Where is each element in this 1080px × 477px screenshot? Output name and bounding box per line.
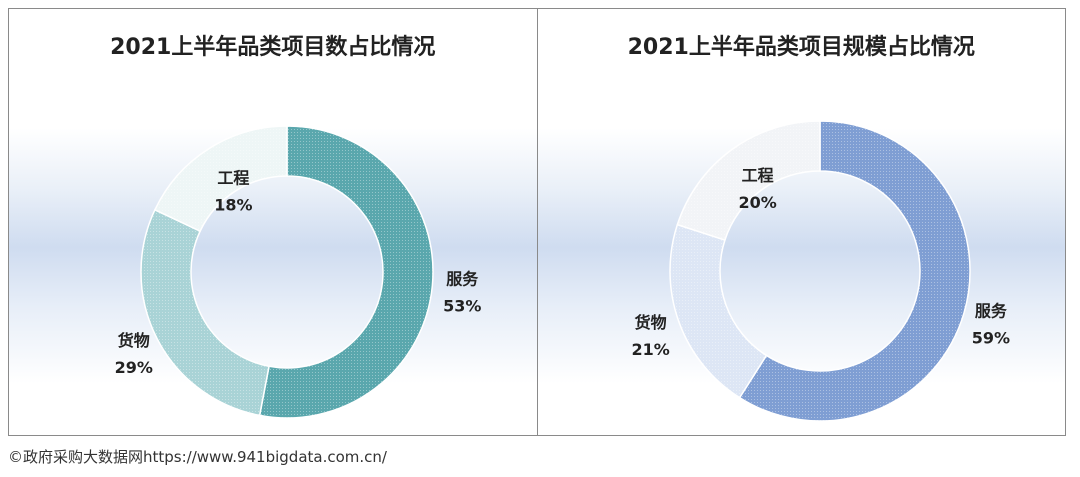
donut-chart-project-count: 服务 53% 货物 29% 工程 18% xyxy=(115,125,481,419)
slice-value-label: 53% xyxy=(443,297,481,316)
chart-panel-project-count: 2021上半年品类项目数占比情况 服务 53% 货物 29% 工程 18% xyxy=(9,9,537,435)
chart-title: 2021上半年品类项目规模占比情况 xyxy=(627,35,975,60)
donut-slice-texture xyxy=(676,121,820,241)
donut-slice-texture xyxy=(669,224,766,398)
slice-value-label: 21% xyxy=(631,340,669,359)
slice-value-label: 29% xyxy=(115,358,153,377)
slice-value-label: 59% xyxy=(971,329,1009,348)
donut-slice-texture xyxy=(259,126,434,418)
slice-value-label: 18% xyxy=(214,196,252,215)
donut-slice-texture xyxy=(739,121,970,421)
chart-panel-project-scale: 2021上半年品类项目规模占比情况 服务 59% 货物 21% 工程 20% xyxy=(536,9,1065,435)
slice-category-label: 服务 xyxy=(446,270,479,289)
slice-category-label: 工程 xyxy=(741,166,773,185)
source-credit: ©政府采购大数据网https://www.941bigdata.com.cn/ xyxy=(8,448,387,466)
slice-category-label: 货物 xyxy=(634,313,666,332)
donut-slice-texture xyxy=(154,126,287,232)
chart-frame: 2021上半年品类项目数占比情况 服务 53% 货物 29% 工程 18% 2021上半年… xyxy=(8,8,1066,436)
slice-category-label: 工程 xyxy=(217,169,249,188)
slice-category-label: 货物 xyxy=(118,331,150,350)
donut-chart-project-scale: 服务 59% 货物 21% 工程 20% xyxy=(631,120,1010,422)
slice-value-label: 20% xyxy=(738,193,776,212)
chart-title: 2021上半年品类项目数占比情况 xyxy=(110,35,436,60)
donut-slice-texture xyxy=(141,209,270,416)
slice-category-label: 服务 xyxy=(974,302,1007,321)
